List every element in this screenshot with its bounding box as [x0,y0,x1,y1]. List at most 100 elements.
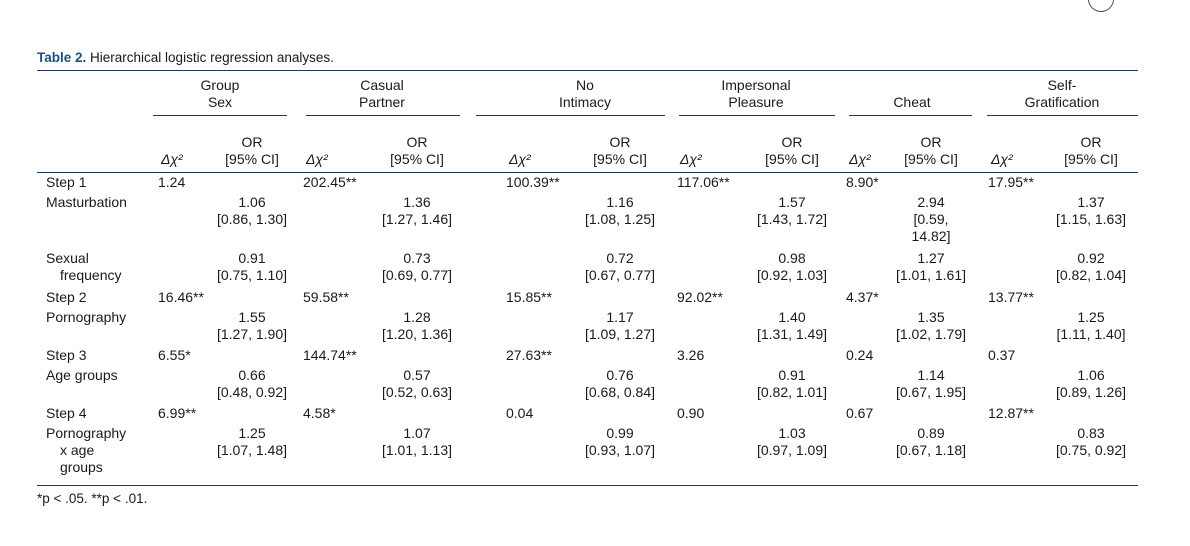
delta-chi-header: Δχ² [991,151,1013,167]
or-ci-value: 0.57 [403,367,431,383]
significance-note: *p < .05. **p < .01. [37,491,148,506]
group-header-line: Pleasure [728,94,784,110]
row-label: Step 3 [46,347,87,363]
or-ci-value: [1.02, 1.79] [895,326,967,342]
or-ci-value: 1.17 [606,309,634,325]
delta-chi-value: 100.39** [506,174,560,190]
or-ci-value: 1.06 [1077,367,1105,383]
delta-chi-header: Δχ² [680,151,702,167]
or-header: OR [609,134,631,150]
or-ci-value: 1.06 [238,194,266,210]
delta-chi-value: 0.90 [677,405,705,421]
group-header-line: Gratification [1024,94,1100,110]
or-ci-value: [0.67, 0.77] [584,267,656,283]
or-ci-value: [0.75, 1.10] [216,267,288,283]
or-ci-value: 1.37 [1077,194,1105,210]
group-underline [987,115,1138,116]
or-ci-value: [0.92, 1.03] [756,267,828,283]
group-header-line: Sex [207,94,233,110]
delta-chi-value: 0.67 [846,405,874,421]
or-ci-value: 0.83 [1077,425,1105,441]
delta-chi-value: 202.45** [303,174,357,190]
or-ci-value: [0.86, 1.30] [216,211,288,227]
or-ci-value: 0.66 [238,367,266,383]
ci-header: [95% CI] [593,151,647,167]
row-label: frequency [60,267,122,283]
or-header: OR [920,134,942,150]
delta-chi-value: 117.06** [677,174,730,190]
group-header-line: Impersonal [721,77,791,93]
group-underline [153,115,287,116]
group-underline [849,115,972,116]
or-ci-value: 0.91 [778,367,806,383]
or-ci-value: 1.28 [403,309,431,325]
ci-header: [95% CI] [765,151,819,167]
table-label: Table 2. [37,50,87,65]
top-rule [37,70,1138,71]
row-label: Step 1 [46,174,87,190]
delta-chi-value: 27.63** [506,347,552,363]
or-ci-value: 1.55 [238,309,266,325]
row-label: Step 4 [46,405,87,421]
or-header: OR [406,134,428,150]
or-ci-value: [1.43, 1.72] [756,211,828,227]
group-header-line: Intimacy [558,94,612,110]
ci-header: [95% CI] [390,151,444,167]
row-label: groups [60,459,103,475]
or-ci-value: 2.94 [917,194,945,210]
or-header: OR [781,134,803,150]
row-label: Age groups [46,367,118,383]
or-ci-value: [0.97, 1.09] [756,442,828,458]
or-ci-value: [0.67, 1.18] [895,442,967,458]
or-ci-value: [1.31, 1.49] [756,326,828,342]
or-ci-value: 0.92 [1077,250,1105,266]
row-label: Pornography [46,309,127,325]
delta-chi-value: 0.37 [988,347,1016,363]
or-ci-value: [0.75, 0.92] [1055,442,1127,458]
delta-chi-value: 0.04 [506,405,534,421]
row-label: Masturbation [46,194,127,210]
ci-header: [95% CI] [1064,151,1118,167]
ci-header: [95% CI] [904,151,958,167]
delta-chi-value: 8.90* [846,174,879,190]
or-ci-value: [1.09, 1.27] [584,326,656,342]
or-ci-value: [0.67, 1.95] [895,384,967,400]
delta-chi-value: 0.24 [846,347,874,363]
or-header: OR [241,134,263,150]
or-ci-value: 0.72 [606,250,634,266]
or-ci-value: 1.57 [778,194,806,210]
delta-chi-value: 4.58* [303,405,336,421]
or-ci-value: 0.76 [606,367,634,383]
or-header: OR [1080,134,1102,150]
or-ci-value: 0.73 [403,250,431,266]
or-ci-value: 0.89 [917,425,945,441]
group-header-line: Cheat [893,94,931,110]
delta-chi-value: 3.26 [677,347,705,363]
group-header-line: Casual [360,77,404,93]
or-ci-value: 1.35 [917,309,945,325]
or-ci-value: 14.82] [911,228,951,244]
or-ci-value: [1.01, 1.61] [895,267,967,283]
group-underline [306,115,460,116]
or-ci-value: 1.36 [403,194,431,210]
delta-chi-value: 13.77** [988,289,1034,305]
group-header-line: No [576,77,594,93]
delta-chi-value: 4.37* [846,289,879,305]
ci-header: [95% CI] [225,151,279,167]
delta-chi-value: 144.74** [303,347,357,363]
delta-chi-header: Δχ² [849,151,871,167]
table-caption: Table 2. Hierarchical logistic regressio… [37,50,334,65]
table-title: Hierarchical logistic regression analyse… [86,50,334,65]
or-ci-value: [1.27, 1.90] [216,326,288,342]
delta-chi-value: 1.24 [158,174,186,190]
or-ci-value: 0.98 [778,250,806,266]
delta-chi-header: Δχ² [509,151,531,167]
delta-chi-header: Δχ² [161,151,183,167]
header-rule [37,172,1138,173]
or-ci-value: 1.03 [778,425,806,441]
delta-chi-value: 92.02** [677,289,723,305]
group-header-line: Self- [1047,77,1077,93]
delta-chi-value: 12.87** [988,405,1034,421]
or-ci-value: [0.82, 1.04] [1055,267,1127,283]
row-label: Sexual [46,250,89,266]
